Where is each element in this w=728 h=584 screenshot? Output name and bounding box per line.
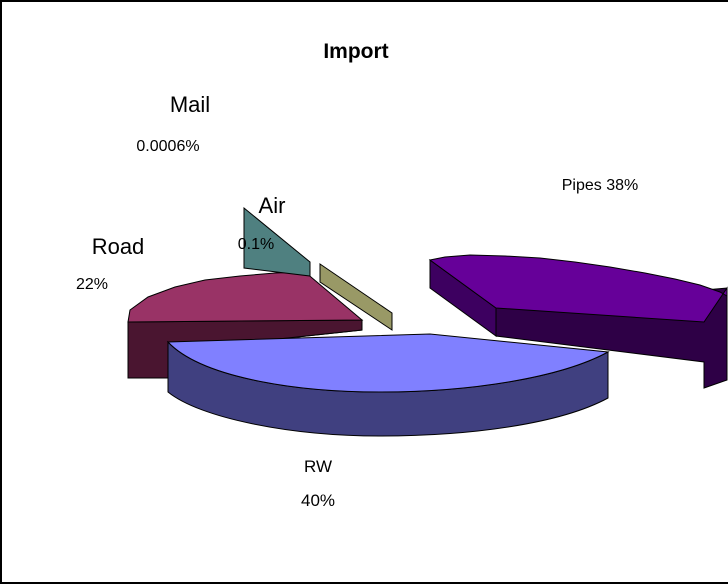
- label-mail-percent: 0.0006%: [136, 138, 199, 155]
- label-air-percent: 0.1%: [238, 236, 274, 253]
- slice-rw: [166, 333, 610, 437]
- label-pipes: Pipes 38%: [562, 177, 639, 194]
- label-rw-name: RW: [304, 457, 332, 476]
- label-road-name: Road: [92, 234, 145, 259]
- chart-title: Import: [323, 40, 388, 63]
- label-rw-percent: 40%: [301, 491, 335, 510]
- label-air-name: Air: [259, 193, 286, 218]
- slice-pipes: [428, 254, 728, 389]
- slice-mail: [319, 263, 393, 331]
- slice-road: [127, 271, 364, 379]
- label-road-percent: 22%: [76, 276, 108, 293]
- label-mail-name: Mail: [170, 92, 210, 117]
- slice-air: [243, 206, 311, 277]
